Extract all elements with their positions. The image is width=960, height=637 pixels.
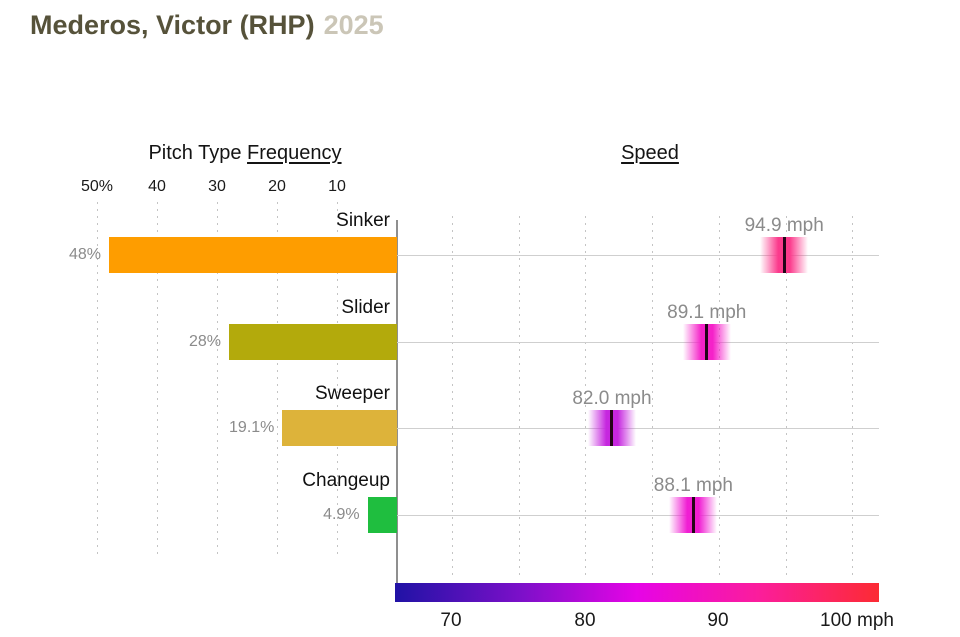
speed-axis-tick-90: 90: [707, 610, 729, 631]
speed-row-line: [397, 428, 879, 429]
freq-axis-tick-20: 20: [268, 178, 286, 195]
speed-value: 94.9 mph: [744, 215, 824, 236]
freq-axis-tick-40: 40: [148, 178, 166, 195]
frequency-value: 19.1%: [229, 419, 275, 436]
speed-chart-title: Speed: [621, 142, 679, 164]
speed-value: 82.0 mph: [572, 388, 652, 409]
speed-axis-tick-100: 100 mph: [820, 610, 894, 631]
gridline: [217, 202, 218, 558]
speed-axis-tick-80: 80: [574, 610, 596, 631]
freq-axis-tick-50: 50%: [80, 178, 114, 195]
pitch-name-label: Changeup: [302, 470, 390, 491]
gridline: [585, 216, 587, 580]
speed-value: 88.1 mph: [653, 475, 734, 496]
frequency-bar: [229, 324, 397, 360]
frequency-bar: [367, 497, 397, 533]
season-label: 2025: [323, 10, 384, 40]
speed-value: 89.1 mph: [667, 302, 747, 323]
speed-marker-center-line: [691, 497, 695, 533]
gridline: [157, 202, 158, 558]
frequency-value: 28%: [188, 333, 221, 350]
gridline: [652, 216, 654, 580]
page-title: Mederos, Victor (RHP) 2025: [30, 10, 384, 41]
speed-row-line: [397, 515, 879, 516]
frequency-value: 4.9%: [323, 506, 360, 523]
pitch-name-label: Slider: [341, 297, 390, 318]
frequency-bar: [282, 410, 397, 446]
pitch-name-label: Sinker: [336, 210, 390, 231]
freq-axis-tick-30: 30: [208, 178, 226, 195]
gridline: [337, 202, 338, 558]
frequency-value: 48%: [68, 246, 101, 263]
speed-colorbar: [395, 583, 879, 602]
gridline: [451, 216, 453, 580]
speed-row-line: [397, 342, 879, 343]
gridline: [718, 216, 720, 580]
gridline: [97, 202, 98, 558]
speed-marker-center-line: [782, 237, 786, 273]
freq-axis-tick-10: 10: [328, 178, 346, 195]
speed-marker-center-line: [610, 410, 614, 446]
gridline: [277, 202, 278, 558]
pitch-name-label: Sweeper: [315, 383, 390, 404]
gridline: [785, 216, 787, 580]
category-axis-line: [396, 220, 398, 602]
gridline: [852, 216, 854, 580]
player-name: Mederos, Victor (RHP): [30, 10, 315, 40]
speed-marker-center-line: [705, 324, 709, 360]
frequency-chart-title: Pitch Type Frequency: [105, 142, 385, 165]
speed-row-line: [397, 255, 879, 256]
speed-axis-tick-70: 70: [440, 610, 462, 631]
gridline: [518, 216, 520, 580]
frequency-title-underlined: Frequency: [247, 142, 342, 164]
frequency-bar: [109, 237, 397, 273]
frequency-title-prefix: Pitch Type: [148, 142, 242, 164]
